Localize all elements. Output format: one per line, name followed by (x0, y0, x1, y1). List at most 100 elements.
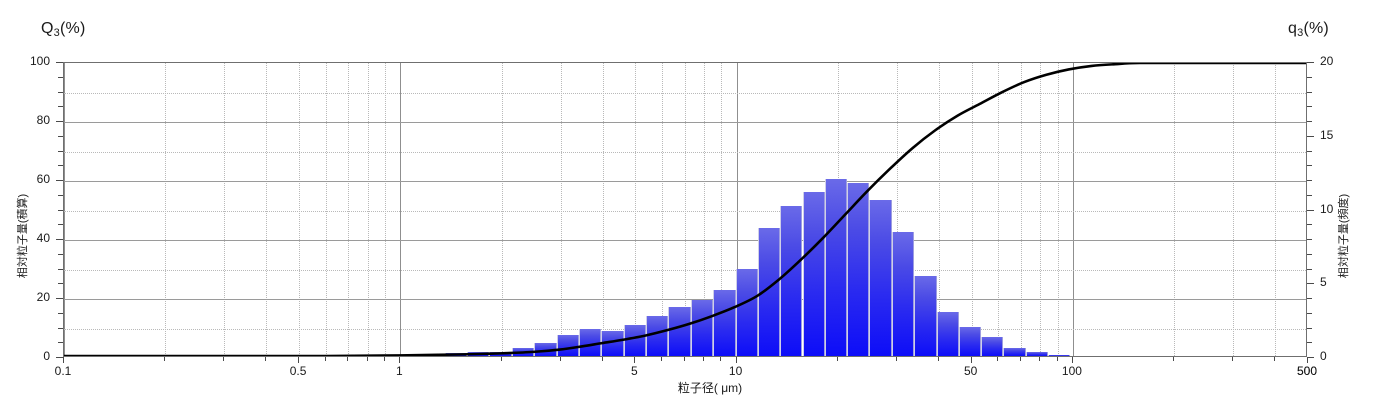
tick-right-axis (1307, 239, 1312, 240)
tick-right-axis (1307, 62, 1314, 63)
tick-label-right-axis: 5 (1320, 275, 1327, 290)
tick-left-axis (58, 165, 63, 167)
tick-x-axis (1039, 357, 1041, 361)
tick-right-axis (1307, 165, 1312, 167)
tick-label-right-axis: 20 (1320, 54, 1334, 68)
tick-label-x-axis: 0.1 (54, 364, 72, 378)
tick-left-axis (58, 135, 63, 137)
tick-label-x-axis: 5 (631, 364, 638, 378)
histogram-bar (1003, 347, 1026, 356)
tick-x-axis (324, 357, 326, 361)
tick-x-axis (970, 357, 972, 363)
histogram-bars (64, 63, 1306, 356)
plot-area (63, 62, 1307, 357)
histogram-bar (958, 326, 982, 356)
histogram-bar (1047, 354, 1071, 356)
tick-x-axis (836, 357, 838, 361)
tick-left-axis (58, 342, 63, 344)
tick-right-axis (1307, 253, 1312, 255)
tick-x-axis (164, 357, 166, 361)
tick-left-axis (58, 106, 63, 108)
tick-x-axis (661, 357, 662, 361)
tick-x-axis (703, 357, 705, 361)
histogram-bar (914, 276, 937, 356)
tick-right-axis (1307, 298, 1312, 299)
tick-right-axis (1307, 357, 1314, 358)
tick-right-axis (1307, 180, 1312, 181)
tick-left-axis (58, 91, 63, 93)
tick-left-axis (56, 298, 63, 299)
histogram-bar (981, 336, 1004, 356)
histogram-bar (847, 183, 870, 356)
tick-left-axis (56, 239, 63, 240)
histogram-bar (1025, 351, 1048, 356)
tick-x-axis (1307, 357, 1308, 363)
tick-x-axis (634, 357, 636, 363)
tick-x-axis (265, 357, 267, 361)
x-axis-title: 粒子径( μm) (620, 379, 800, 396)
tick-label-right-axis: 10 (1320, 201, 1334, 216)
tick-label-left-axis: 80 (36, 113, 50, 127)
right-axis-unit-caption: q3(%) (1288, 20, 1329, 39)
tick-left-axis (58, 327, 63, 329)
histogram-bar (713, 289, 736, 356)
tick-label-right-axis: 15 (1320, 127, 1334, 142)
histogram-bar (668, 307, 691, 356)
histogram-bar (824, 179, 848, 356)
tick-left-axis (58, 253, 63, 255)
tick-x-axis (559, 357, 561, 361)
histogram-bar (802, 192, 825, 356)
tick-right-axis (1307, 312, 1312, 314)
tick-label-x-axis: 500 (1296, 364, 1318, 378)
tick-left-axis (56, 180, 63, 181)
tick-left-axis (58, 194, 63, 196)
x-axis-title-text: 粒子径( μm) (677, 381, 743, 395)
tick-right-axis (1307, 194, 1312, 196)
tick-right-axis (1307, 268, 1312, 270)
histogram-bar (869, 199, 892, 356)
tick-right-axis (1307, 224, 1312, 226)
tick-x-axis (1056, 357, 1058, 361)
tick-x-axis (347, 357, 349, 361)
right-axis-unit-symbol: q (1288, 20, 1298, 37)
right-axis-unit-subscript: 3 (1297, 27, 1304, 39)
histogram-bar (758, 227, 781, 356)
tick-label-x-axis: 0.5 (289, 364, 307, 378)
tick-left-axis (58, 312, 63, 314)
tick-x-axis (1274, 357, 1276, 361)
tick-left-axis (58, 209, 63, 211)
histogram-bar (936, 311, 959, 356)
tick-label-x-axis: 500 (1296, 364, 1318, 378)
tick-label-left-axis: 0 (43, 349, 50, 363)
histogram-bar (735, 268, 759, 356)
tick-x-axis (500, 357, 502, 361)
tick-left-axis (58, 76, 63, 78)
tick-x-axis (720, 357, 722, 361)
histogram-bar (780, 205, 803, 356)
tick-x-axis (896, 357, 898, 361)
tick-right-axis (1307, 106, 1312, 108)
tick-label-left-axis: 100 (29, 54, 50, 68)
tick-label-x-axis: 50 (964, 364, 978, 378)
tick-right-axis (1307, 121, 1312, 122)
histogram-bar (891, 232, 915, 356)
cumulative-curve (64, 63, 1306, 356)
left-axis-unit-caption: Q3(%) (41, 20, 85, 39)
tick-x-axis (735, 357, 737, 363)
right-axis-unit-percent: (%) (1303, 20, 1329, 37)
tick-left-axis (58, 268, 63, 270)
tick-left-axis (56, 62, 63, 63)
tick-left-axis (56, 357, 63, 358)
tick-x-axis (938, 357, 940, 361)
tick-right-axis (1307, 150, 1312, 152)
left-axis-unit-subscript: 3 (53, 27, 60, 39)
tick-right-axis (1307, 91, 1312, 93)
tick-right-axis (1307, 209, 1314, 211)
tick-x-axis (683, 357, 685, 361)
tick-label-left-axis: 60 (36, 172, 50, 186)
left-axis-unit-symbol: Q (41, 20, 54, 37)
tick-label-left-axis: 20 (36, 290, 50, 304)
tick-right-axis (1307, 327, 1312, 329)
tick-x-axis (399, 357, 401, 363)
